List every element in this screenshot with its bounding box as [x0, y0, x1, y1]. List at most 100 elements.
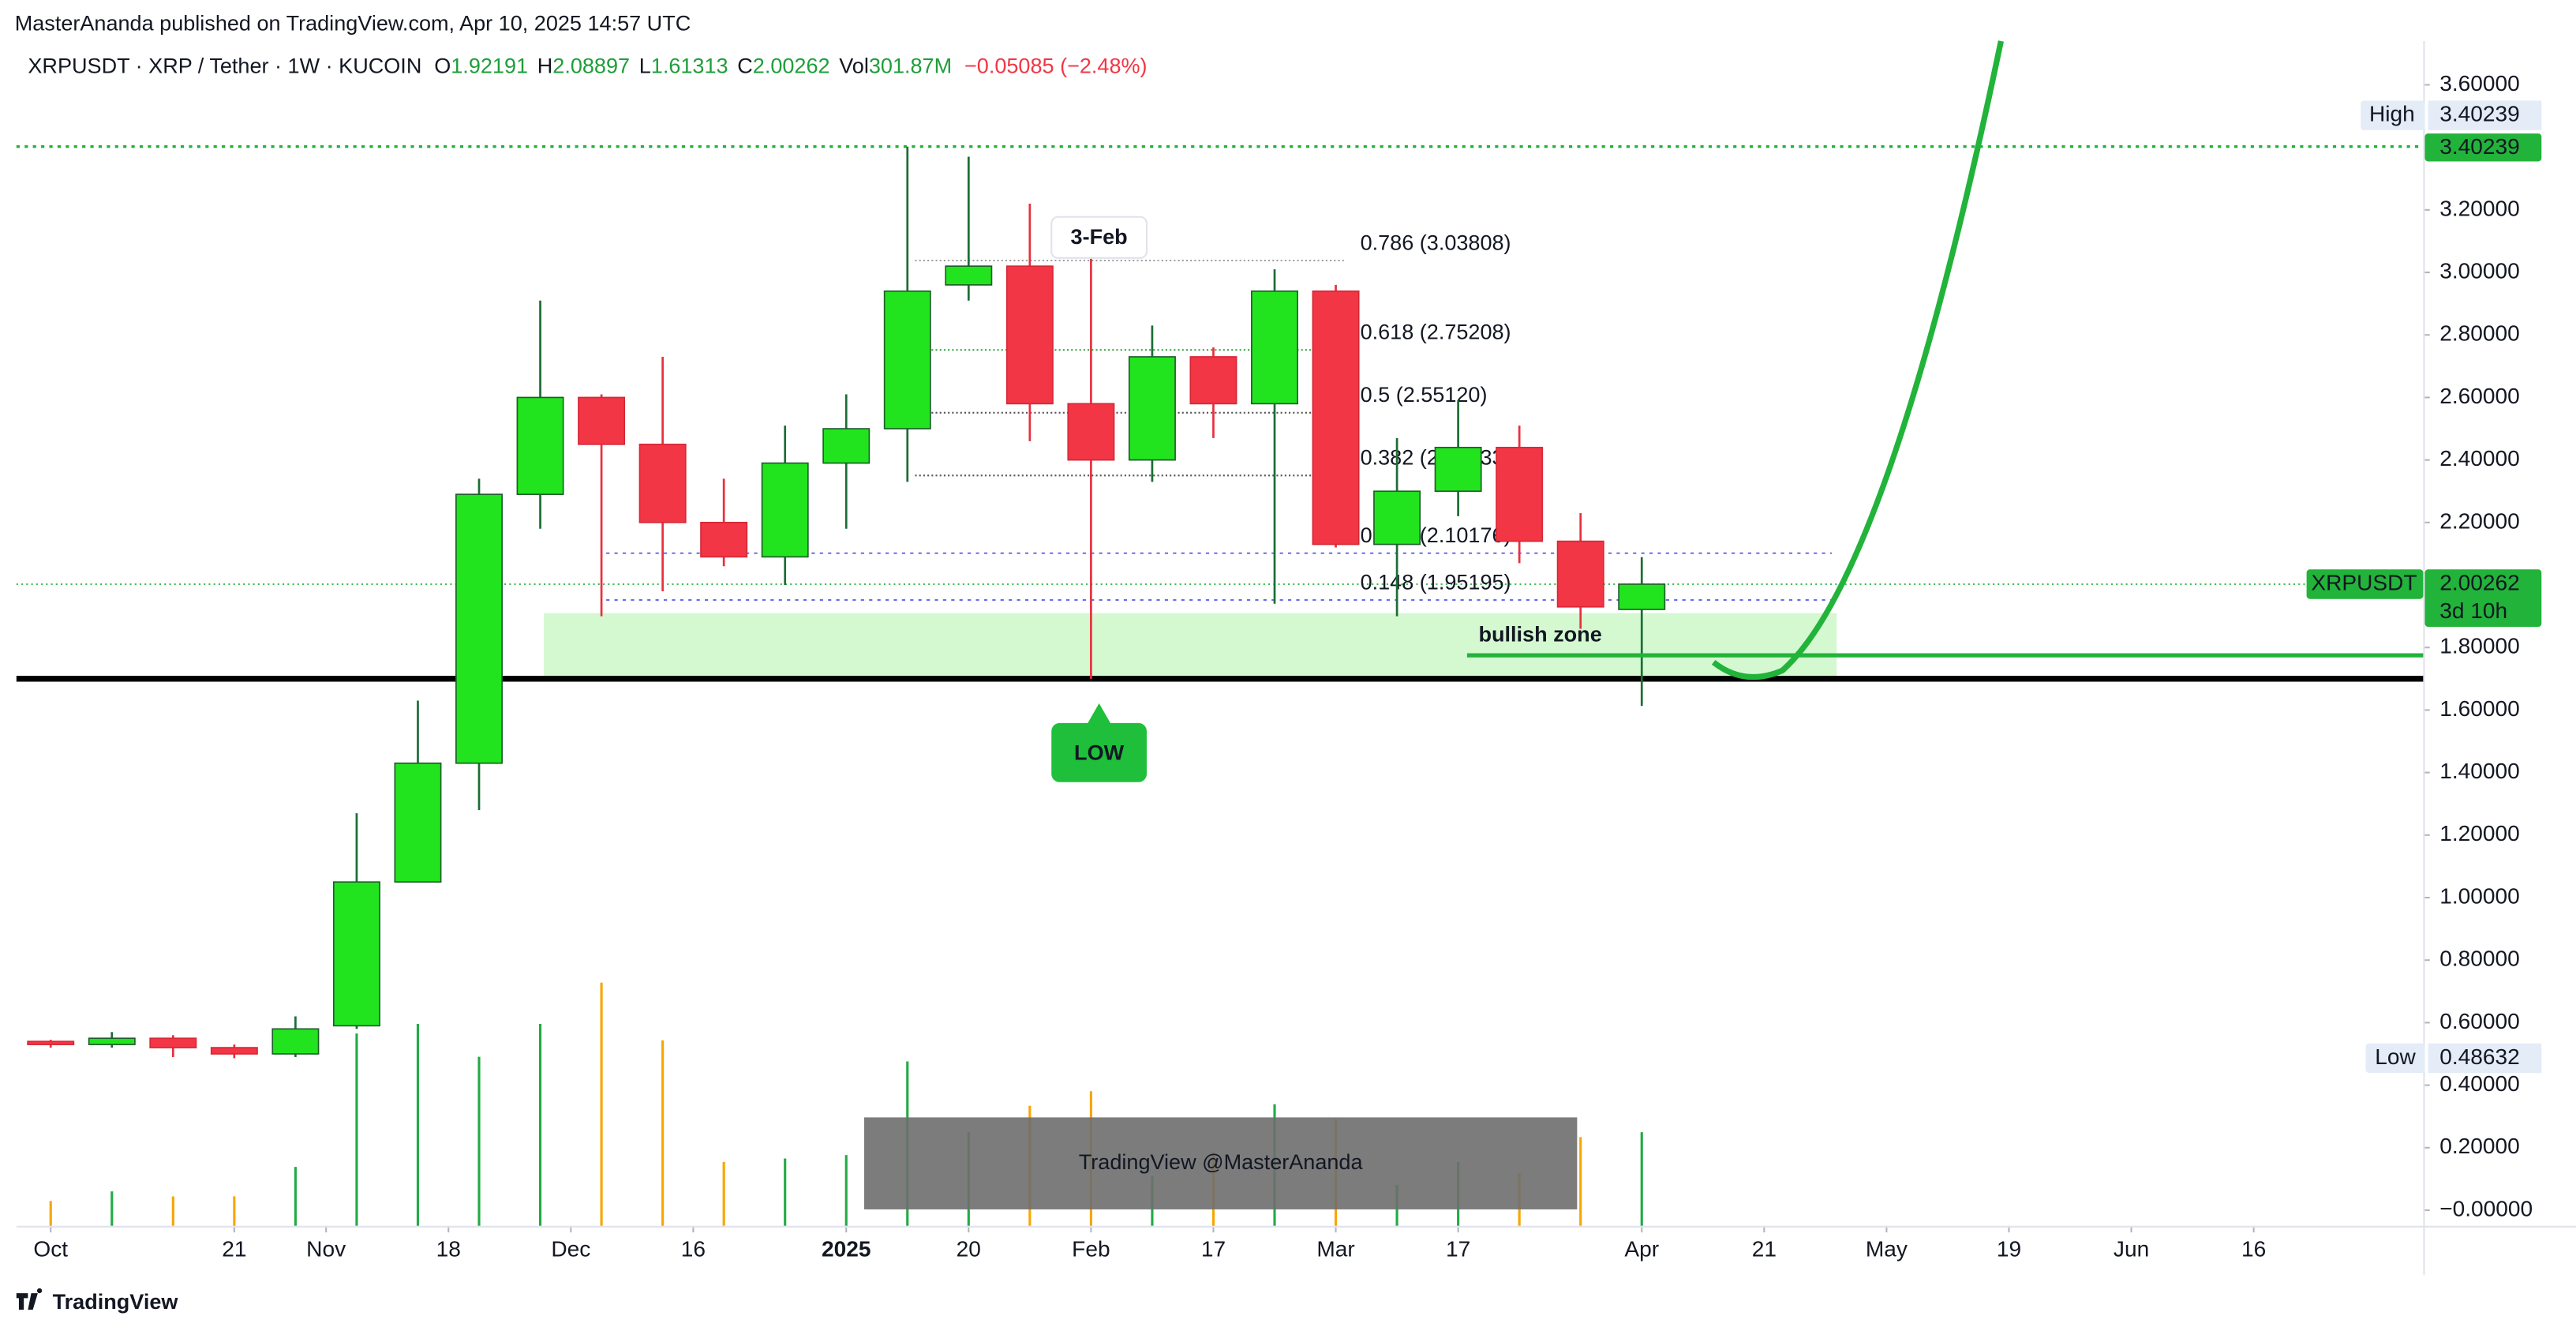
volume-bar — [600, 982, 603, 1226]
low-label-box — [2365, 1043, 2425, 1074]
footer-text: TradingView — [53, 1290, 179, 1314]
x-tick-label: 2025 — [822, 1236, 871, 1261]
y-tick-label: 2.40000 — [2439, 446, 2520, 471]
x-tick-label: Oct — [33, 1236, 68, 1261]
y-tick-label: −0.00000 — [2439, 1196, 2533, 1220]
y-tick-label: 1.20000 — [2439, 821, 2520, 845]
candle-body — [455, 493, 503, 764]
x-tick-label: Feb — [1072, 1236, 1110, 1261]
candle-body — [88, 1037, 136, 1045]
y-tick-label: 0.20000 — [2439, 1134, 2520, 1158]
candle-body — [271, 1028, 320, 1055]
open-label: O — [434, 54, 451, 77]
published-line: MasterAnanda published on TradingView.co… — [15, 11, 691, 35]
candle-body — [638, 444, 687, 523]
volume-bar — [171, 1196, 174, 1226]
plot-area: −0.00000 0.20000 0.40000 0.60000 0.80000 1.00… — [16, 40, 2533, 1261]
fib-label: 0.786 (3.03808) — [1361, 231, 1511, 254]
y-tick-label: 0.80000 — [2439, 947, 2520, 971]
candle-body — [1373, 490, 1421, 546]
low-label: L — [639, 54, 651, 77]
candle-body — [210, 1047, 258, 1055]
low-badge — [1051, 722, 1147, 782]
symbol-legend: XRPUSDT · XRP / Tether · 1W · KUCOIN O1.… — [28, 54, 1147, 77]
high-price-badge — [2424, 133, 2542, 162]
fib-label: 0.148 (1.95195) — [1361, 570, 1511, 594]
y-tick-label: 0.40000 — [2439, 1071, 2520, 1096]
last-price-badge — [2424, 569, 2542, 628]
volume-bar — [477, 1056, 481, 1226]
volume-bar — [416, 1023, 420, 1226]
x-tick-label: 21 — [1752, 1236, 1777, 1261]
low-badge-arrow — [1085, 703, 1113, 727]
low-value: 1.61313 — [651, 54, 728, 77]
change-value: −0.05085 (−2.48%) — [964, 54, 1148, 77]
volume-bar — [661, 1040, 665, 1226]
high-label-box — [2361, 100, 2425, 130]
projection-curve — [1711, 40, 2004, 680]
candle-body — [149, 1037, 197, 1048]
y-tick-label: 1.80000 — [2439, 634, 2520, 658]
y-tick-label: 1.40000 — [2439, 759, 2520, 783]
high-label: High — [2369, 102, 2415, 126]
y-tick-label: 3.00000 — [2439, 258, 2520, 283]
y-tick-label: 3.20000 — [2439, 196, 2520, 220]
volume-label: Vol — [839, 54, 869, 77]
symbol: XRPUSDT · XRP / Tether · 1W · KUCOIN — [28, 54, 421, 77]
y-tick-label: 2.80000 — [2439, 321, 2520, 346]
candle-body — [27, 1040, 75, 1045]
close-value: 2.00262 — [753, 54, 830, 77]
volume-bar — [1579, 1137, 1582, 1226]
volume-bar — [1640, 1132, 1643, 1226]
candle-body — [1434, 446, 1482, 493]
volume-bar — [722, 1161, 725, 1226]
x-tick-label: Nov — [306, 1236, 346, 1261]
x-tick-label: 21 — [222, 1236, 246, 1261]
volume-bar — [784, 1158, 787, 1226]
low-badge-text: LOW — [1074, 741, 1125, 765]
x-tick-label: 16 — [681, 1236, 706, 1261]
open-value: 1.92191 — [451, 54, 528, 77]
x-tick-label: 18 — [436, 1236, 461, 1261]
volume-bar — [538, 1023, 542, 1226]
y-tick-label: 1.00000 — [2439, 883, 2520, 908]
y-tick-label: 1.60000 — [2439, 696, 2520, 721]
date-badge-text: 3-Feb — [1071, 225, 1128, 249]
close-label: C — [737, 54, 753, 77]
bullish-zone-label: bullish zone — [1478, 623, 1601, 647]
logo-icon — [16, 1288, 43, 1310]
high-price-text: 3.40239 — [2439, 134, 2520, 159]
x-tick-label: 20 — [957, 1236, 981, 1261]
x-tick-label: 16 — [2241, 1236, 2266, 1261]
candle-body — [1128, 356, 1176, 461]
candle-body — [761, 462, 809, 558]
candle-body — [516, 396, 564, 496]
x-tick-label: 19 — [1997, 1236, 2021, 1261]
candle-body — [1556, 540, 1604, 608]
candle-body — [394, 762, 442, 883]
x-tick-label: Dec — [551, 1236, 590, 1261]
y-tick-label: 2.20000 — [2439, 508, 2520, 533]
candle-body — [332, 881, 380, 1027]
low-value: 0.48632 — [2439, 1044, 2520, 1069]
volume-bar — [233, 1196, 236, 1226]
symbol-badge — [2306, 569, 2424, 599]
low-value-box — [2428, 1043, 2542, 1074]
volume-bar — [844, 1155, 848, 1226]
high-value: 2.08897 — [552, 54, 630, 77]
watermark-text: TradingView @MasterAnanda — [1079, 1150, 1364, 1174]
volume-bar — [49, 1201, 52, 1226]
x-tick-label: Mar — [1316, 1236, 1354, 1261]
symbol-badge-text: XRPUSDT — [2311, 570, 2417, 594]
candle-body — [1067, 403, 1115, 461]
fib-label: 0.5 (2.55120) — [1361, 383, 1488, 407]
y-tick-label: 2.60000 — [2439, 384, 2520, 408]
countdown-text: 3d 10h — [2439, 598, 2507, 623]
volume-bar — [110, 1191, 114, 1226]
candle-body — [883, 290, 931, 429]
y-tick-label: 3.60000 — [2439, 71, 2520, 96]
candle-body — [578, 396, 626, 445]
candle-body — [822, 428, 871, 464]
